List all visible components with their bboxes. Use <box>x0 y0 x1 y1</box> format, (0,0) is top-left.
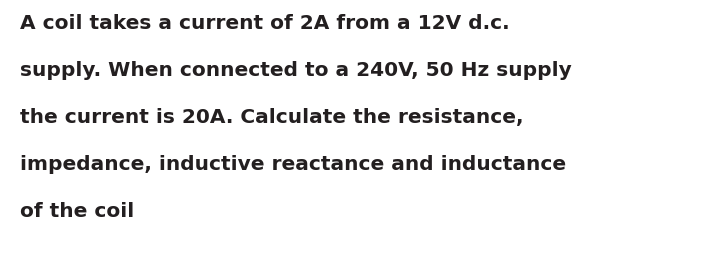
Text: A coil takes a current of 2A from a 12V d.c.: A coil takes a current of 2A from a 12V … <box>20 14 510 33</box>
Text: the current is 20A. Calculate the resistance,: the current is 20A. Calculate the resist… <box>20 108 524 127</box>
Text: of the coil: of the coil <box>20 202 134 221</box>
Text: impedance, inductive reactance and inductance: impedance, inductive reactance and induc… <box>20 155 566 174</box>
Text: supply. When connected to a 240V, 50 Hz supply: supply. When connected to a 240V, 50 Hz … <box>20 61 572 80</box>
